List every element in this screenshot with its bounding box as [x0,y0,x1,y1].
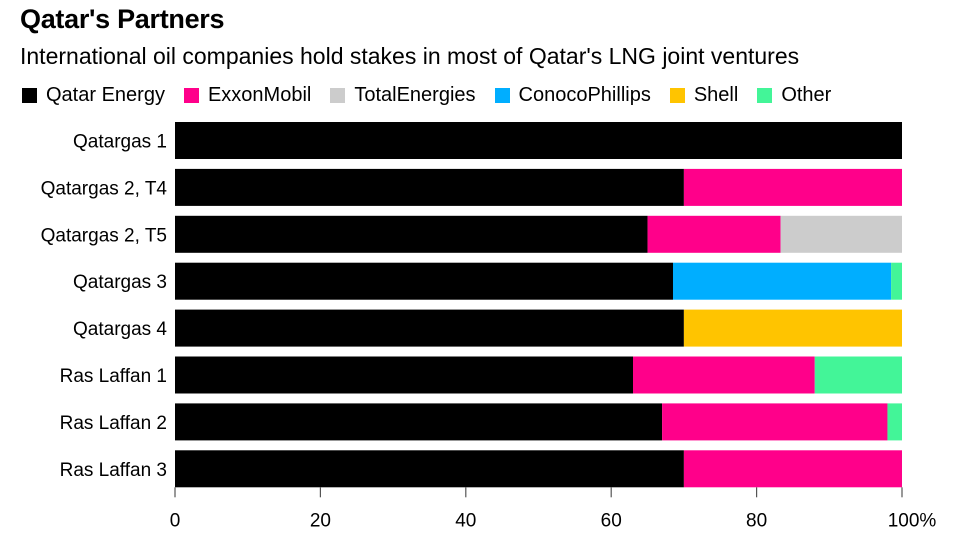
legend-label: ExxonMobil [207,84,312,106]
bar-segment [175,403,663,441]
legend-item: Qatar Energy [22,84,165,107]
bar-segment [175,215,648,253]
legend-swatch [757,88,773,103]
bar-segment [887,403,902,441]
legend: Qatar Energy ExxonMobil TotalEnergies Conoc… [22,84,850,107]
legend-item: ExxonMobil [183,84,312,107]
legend-label: TotalEnergies [354,84,476,106]
bar-segment [175,122,902,159]
bar-segment [683,309,902,347]
bar-segment [633,356,815,394]
bar-segment [175,168,684,206]
legend-item: Other [757,84,831,107]
bar-segment [175,309,684,347]
legend-label: ConocoPhillips [518,84,651,106]
bars-group [175,122,902,488]
legend-swatch [330,88,346,103]
legend-label: Qatar Energy [46,84,165,106]
legend-swatch [494,88,510,103]
category-label: Qatargas 1 [73,132,167,153]
x-axis: 0 20 40 60 80 100% [170,487,937,531]
chart-title: Qatar's Partners [20,4,225,34]
category-label: Qatargas 3 [73,272,167,293]
category-label: Qatargas 2, T4 [41,178,168,199]
bar-segment [683,450,902,488]
category-label: Qatargas 4 [73,319,167,340]
legend-item: TotalEnergies [330,84,476,107]
bar-segment [683,168,902,206]
legend-item: ConocoPhillips [494,84,651,107]
legend-swatch [183,88,199,103]
x-tick-label: 60 [601,510,622,531]
category-label: Qatargas 2, T5 [41,225,167,246]
x-tick-label: 20 [310,510,331,531]
bar-segment [175,356,634,394]
category-label: Ras Laffan 3 [60,460,167,481]
bar-segment [175,450,684,488]
bar-segment [814,356,902,394]
legend-swatch [669,88,685,103]
legend-label: Other [781,84,832,106]
category-labels: Qatargas 1 Qatargas 2, T4 Qatargas 2, T5 Qa… [41,132,168,481]
legend-item: Shell [669,84,739,107]
chart-subtitle: International oil companies hold stakes … [20,43,800,69]
bar-segment [175,262,673,300]
bar-segment [647,215,781,253]
bar-segment [662,403,888,441]
legend-swatch [22,88,37,103]
x-tick-label: 0 [170,510,181,531]
category-label: Ras Laffan 2 [60,413,167,434]
bar-segment [780,215,902,253]
category-label: Ras Laffan 1 [60,366,167,387]
x-tick-label: 80 [746,510,767,531]
x-tick-label: 100% [888,510,937,531]
legend-label: Shell [693,84,739,106]
bar-segment [891,262,902,300]
x-tick-label: 40 [455,510,476,531]
bar-segment [672,262,892,300]
